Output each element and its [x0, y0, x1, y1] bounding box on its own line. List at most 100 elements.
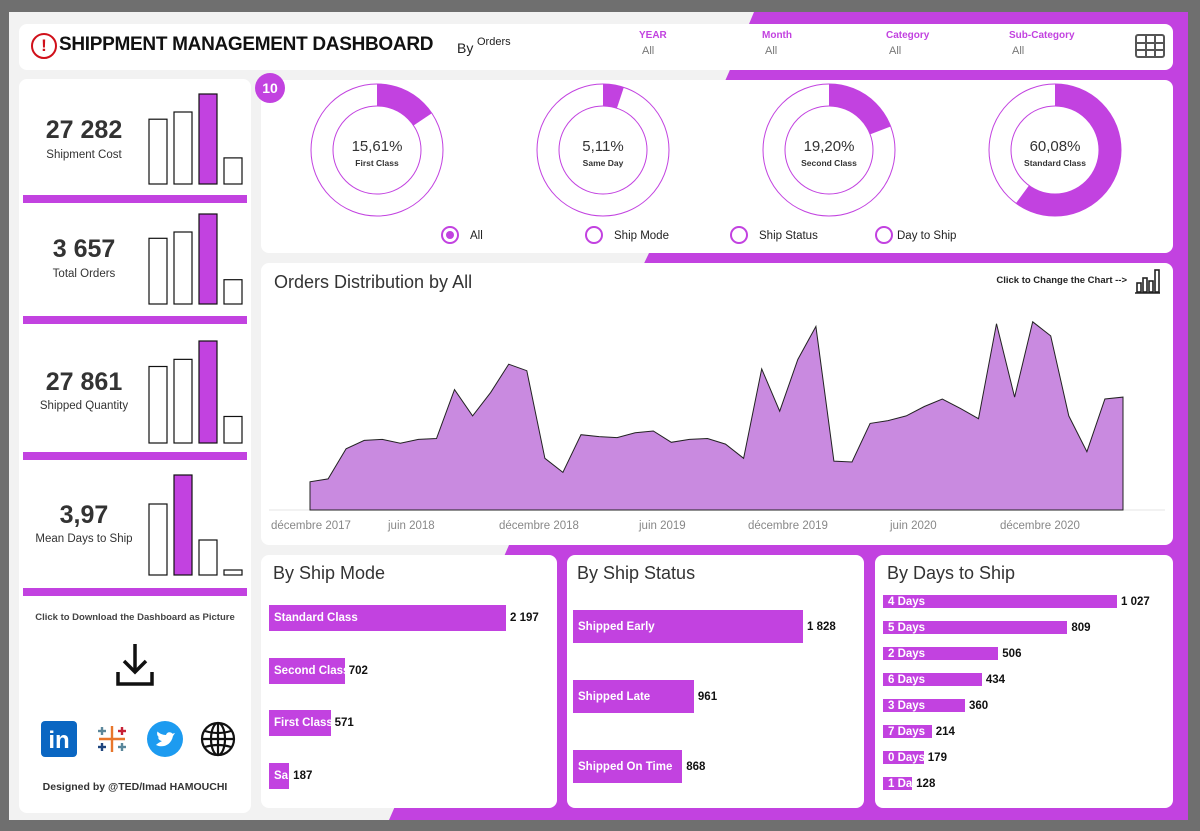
bar[interactable] [883, 621, 1068, 634]
kpi-mini-bar [173, 231, 193, 305]
bar[interactable] [883, 595, 1117, 608]
bar[interactable] [269, 657, 345, 684]
kpi-value-total-orders: 3 657 [52, 235, 116, 263]
kpi-mini-bar [223, 157, 243, 185]
kpi-mini-bar [223, 279, 243, 305]
kpi-mini-bar [198, 539, 218, 576]
kpi-mini-bar [148, 237, 168, 305]
bar[interactable] [883, 725, 932, 738]
donut-first-class[interactable]: 15,61% First Class [309, 82, 445, 218]
radio-circle[interactable] [730, 226, 748, 244]
radio-circle[interactable] [585, 226, 603, 244]
filter-sub-category[interactable]: Sub-Category All [1009, 30, 1075, 57]
donut-second-class[interactable]: 19,20% Second Class [761, 82, 897, 218]
kpi-panel: 27 282 Shipment Cost 3 657 Total Orders … [19, 79, 251, 813]
donut-same-day[interactable]: 5,11% Same Day [535, 82, 671, 218]
kpi-mini-bar [198, 340, 218, 444]
bar-value: 809 [1071, 621, 1091, 634]
bar-value: 214 [935, 725, 955, 738]
website-globe-icon[interactable] [200, 721, 236, 762]
linkedin-glyph: in [48, 727, 69, 754]
filter-category[interactable]: Category All [886, 30, 929, 57]
kpi-mini-bar [148, 118, 168, 185]
twitter-icon[interactable] [147, 721, 183, 762]
bar[interactable] [573, 680, 694, 713]
filter-value[interactable]: All [642, 45, 655, 57]
header-bar: ! SHIPPMENT MANAGEMENT DASHBOARD By Orde… [19, 24, 1173, 70]
change-chart-text[interactable]: Click to Change the Chart --> [996, 275, 1127, 286]
bar-value: 506 [1002, 647, 1022, 660]
bar[interactable] [883, 751, 924, 764]
bar[interactable] [883, 777, 913, 790]
x-tick-label: juin 2019 [638, 520, 686, 532]
kpi-label-shipment-cost: Shipment Cost [46, 149, 122, 161]
bar-label: 2 Days [888, 647, 926, 660]
bar-label: Second Class [274, 664, 345, 677]
x-tick-label: décembre 2019 [748, 520, 828, 532]
bar[interactable] [269, 762, 290, 789]
bar[interactable] [269, 605, 506, 631]
linkedin-icon[interactable]: in [41, 721, 77, 762]
bar-label: 3 Days [888, 699, 926, 712]
filter-label: YEAR [639, 30, 667, 41]
filter-value[interactable]: All [765, 45, 778, 57]
donut-segment [377, 84, 432, 126]
bar-value: 128 [916, 777, 936, 790]
kpi-mini-bar [148, 503, 168, 576]
bar-chart-icon[interactable] [1134, 267, 1160, 295]
chart-title: By Days to Ship [887, 563, 1016, 583]
area-series[interactable] [309, 320, 1124, 511]
table-view-icon[interactable] [1135, 34, 1165, 58]
bar-value: 702 [348, 664, 368, 677]
filter-value[interactable]: All [1012, 45, 1025, 57]
bar[interactable] [883, 647, 999, 660]
bar-label: 4 Days [888, 595, 926, 608]
kpi-divider [23, 316, 247, 324]
tableau-icon[interactable] [94, 721, 130, 762]
bar-value: 1 828 [807, 620, 836, 633]
bar-label: Sa [274, 769, 289, 782]
radio-circle[interactable] [875, 226, 893, 244]
page-title: SHIPPMENT MANAGEMENT DASHBOARD [59, 34, 434, 55]
bar-value: 434 [985, 673, 1006, 686]
bar-label: 1 Da [888, 777, 913, 790]
download-icon[interactable] [115, 642, 155, 688]
donut-label: First Class [355, 158, 399, 168]
filter-label: Sub-Category [1009, 30, 1075, 41]
filter-year[interactable]: YEAR All [639, 30, 667, 57]
radio-label: Ship Mode [614, 230, 669, 242]
by-ship-status-card: By Ship Status Shipped Early 1 828 Shipped… [567, 555, 864, 808]
bar-label: First Class [274, 717, 331, 729]
kpi-label-shipped-quantity: Shipped Quantity [39, 400, 129, 412]
radio-circle[interactable] [441, 226, 459, 244]
kpi-mini-chart [148, 340, 243, 444]
kpi-label-total-orders: Total Orders [52, 268, 116, 280]
bar-label: 7 Days [888, 725, 926, 738]
kpi-divider [23, 195, 247, 203]
count-badge: 10 [255, 73, 285, 103]
bar[interactable] [573, 610, 803, 643]
kpi-mini-bar [173, 474, 193, 576]
kpi-mini-bar [223, 415, 243, 444]
orders-distribution-card: Orders Distribution by All Click to Chan… [261, 263, 1173, 545]
kpi-mini-bar [148, 365, 168, 444]
bar-label: Shipped On Time [578, 760, 673, 773]
bar-label: Shipped Early [578, 620, 655, 633]
by-ship-mode-card: By Ship Mode Standard Class 2 197 Second C… [261, 555, 557, 808]
filter-label: Month [762, 30, 792, 41]
filter-value[interactable]: All [889, 45, 902, 57]
filter-month[interactable]: Month All [762, 30, 792, 57]
bar[interactable] [573, 750, 683, 783]
kpi-mini-bar [198, 93, 218, 185]
bar-label: 0 Days [888, 751, 924, 764]
x-tick-label: décembre 2017 [271, 520, 351, 532]
title-measure[interactable]: Orders [477, 36, 511, 48]
kpi-mini-chart [148, 474, 243, 576]
radio-label: Day to Ship [897, 230, 957, 242]
bar[interactable] [883, 699, 966, 712]
donut-standard-class[interactable]: 60,08% Standard Class [987, 82, 1123, 218]
bar-label: 6 Days [888, 673, 926, 686]
bar[interactable] [269, 710, 331, 736]
donut-percent: 15,61% [352, 138, 403, 155]
bar[interactable] [883, 673, 982, 686]
